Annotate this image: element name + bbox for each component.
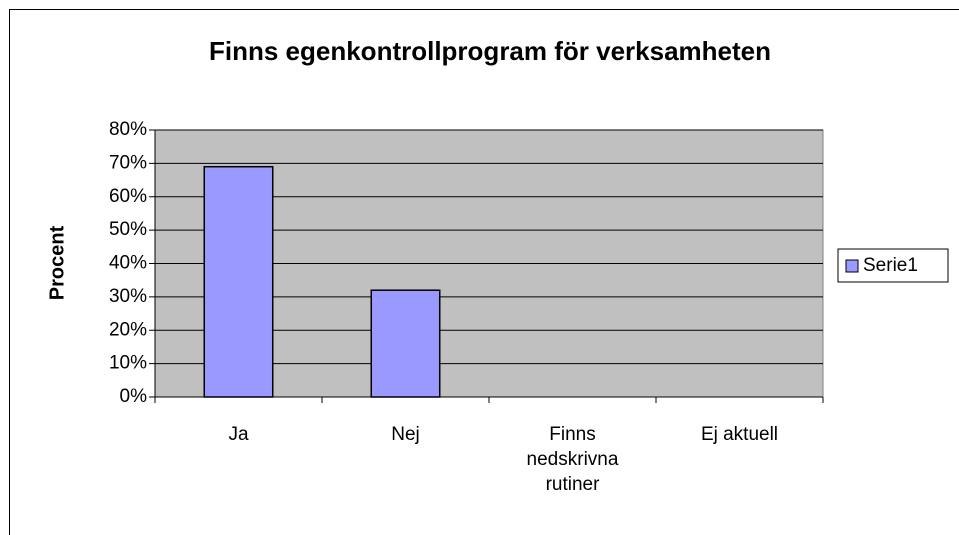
y-tick-label: 20%	[109, 319, 147, 340]
chart-title: Finns egenkontrollprogram för verksamhet…	[209, 36, 771, 66]
x-tick-label: Ej aktuell	[670, 422, 810, 447]
y-tick-label: 10%	[109, 353, 147, 374]
y-tick-label: 70%	[109, 152, 147, 173]
y-tick-label: 60%	[109, 186, 147, 207]
y-tick-label: 30%	[109, 286, 147, 307]
y-axis-label: Procent	[46, 225, 68, 300]
legend-label: Serie1	[863, 255, 918, 276]
x-tick-text: Finns nedskrivna rutiner	[526, 424, 619, 495]
y-tick-label: 50%	[109, 219, 147, 240]
x-tick-label: Ja	[169, 422, 309, 447]
y-tick-label: 80%	[109, 119, 147, 140]
x-tick-text: Nej	[391, 424, 420, 445]
y-tick-label: 0%	[120, 386, 148, 407]
legend-swatch	[845, 259, 859, 273]
bar	[370, 289, 441, 398]
x-tick-text: Ej aktuell	[700, 424, 779, 445]
bar	[203, 165, 274, 398]
x-tick-text: Ja	[228, 424, 249, 445]
x-tick-label: Nej	[336, 422, 476, 447]
x-tick-label: Finns nedskrivna rutiner	[503, 422, 643, 497]
y-tick-label: 40%	[109, 253, 147, 274]
